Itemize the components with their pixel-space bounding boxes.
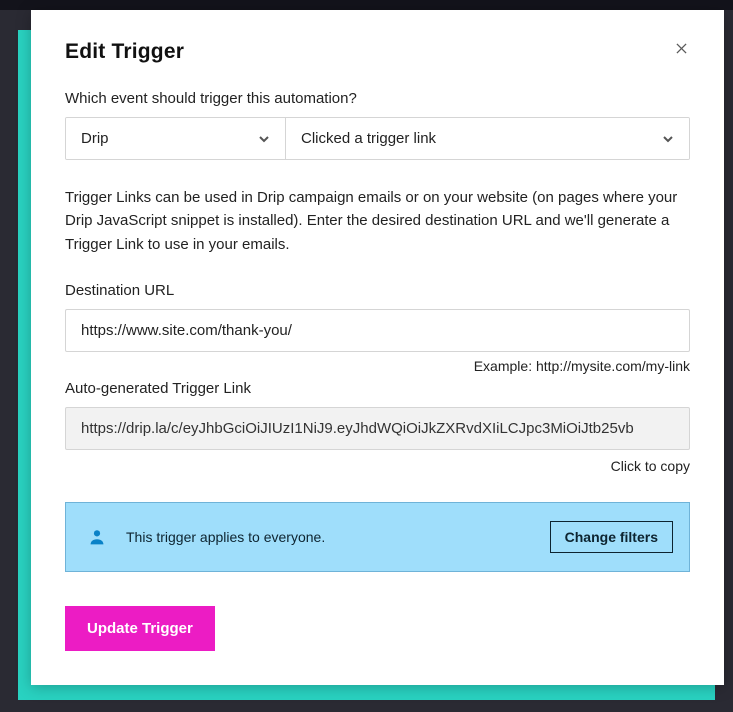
source-select-value: Drip	[81, 130, 109, 147]
event-label: Which event should trigger this automati…	[65, 90, 690, 107]
destination-url-example: Example: http://mysite.com/my-link	[65, 358, 690, 374]
top-strip	[0, 0, 733, 10]
close-icon	[676, 43, 687, 54]
help-text: Trigger Links can be used in Drip campai…	[65, 186, 690, 256]
chevron-down-icon	[662, 133, 674, 145]
filter-text: This trigger applies to everyone.	[126, 529, 550, 545]
filter-banner: This trigger applies to everyone. Change…	[65, 502, 690, 572]
destination-url-label: Destination URL	[65, 282, 690, 299]
event-select-value: Clicked a trigger link	[301, 130, 436, 147]
edit-trigger-modal: Edit Trigger Which event should trigger …	[31, 10, 724, 685]
person-icon	[86, 526, 108, 548]
modal-header: Edit Trigger	[65, 40, 690, 64]
change-filters-button[interactable]: Change filters	[550, 521, 673, 553]
update-trigger-button[interactable]: Update Trigger	[65, 606, 215, 651]
destination-url-input[interactable]	[65, 309, 690, 352]
event-select-row: Drip Clicked a trigger link	[65, 117, 690, 160]
click-to-copy[interactable]: Click to copy	[65, 458, 690, 474]
auto-link-input[interactable]	[65, 407, 690, 450]
auto-link-label: Auto-generated Trigger Link	[65, 380, 690, 397]
modal-title: Edit Trigger	[65, 40, 184, 64]
close-button[interactable]	[672, 39, 690, 57]
source-select[interactable]: Drip	[66, 118, 286, 159]
chevron-down-icon	[258, 133, 270, 145]
event-select[interactable]: Clicked a trigger link	[286, 118, 689, 159]
